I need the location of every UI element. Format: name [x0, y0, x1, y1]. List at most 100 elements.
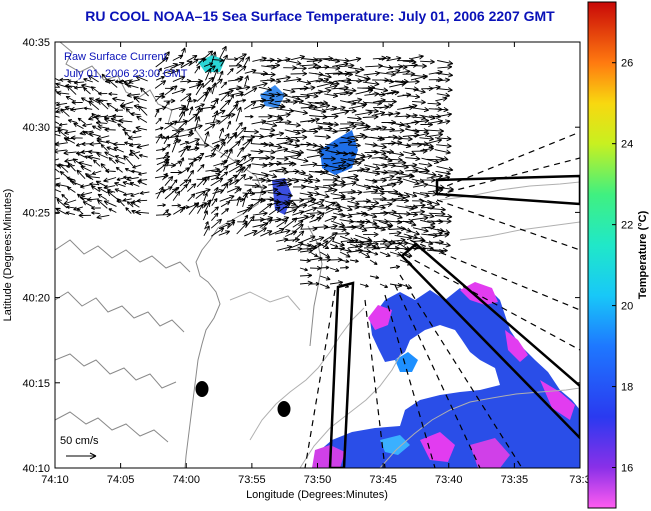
current-vector — [379, 251, 391, 257]
current-vector — [83, 87, 91, 95]
sst-patch-main — [312, 288, 580, 468]
current-vector — [347, 69, 360, 75]
beam-box-south — [328, 281, 355, 468]
current-vector — [340, 180, 357, 186]
current-vector — [103, 177, 117, 183]
current-vector — [282, 217, 298, 230]
current-vector — [162, 186, 173, 193]
current-vector — [389, 282, 403, 288]
current-vector — [105, 168, 116, 174]
current-vector — [394, 69, 411, 75]
current-vector — [370, 144, 387, 150]
current-vector — [170, 130, 181, 138]
current-vector — [427, 128, 445, 134]
current-vector — [178, 105, 186, 117]
current-vector — [234, 173, 247, 185]
current-vector — [274, 147, 289, 153]
current-vector — [379, 98, 397, 105]
current-vector — [171, 179, 178, 187]
current-vector — [314, 212, 325, 222]
current-vector — [178, 111, 186, 123]
current-vector — [284, 161, 297, 167]
current-vector — [426, 173, 444, 179]
current-vector — [307, 77, 324, 83]
current-vector — [137, 180, 147, 186]
current-vector — [220, 159, 228, 166]
current-vector — [179, 179, 189, 187]
current-vector — [100, 143, 108, 152]
current-vector — [348, 142, 361, 148]
current-vector — [59, 77, 70, 82]
current-vector — [73, 122, 84, 129]
current-vector — [203, 225, 210, 237]
current-vector — [179, 131, 194, 137]
current-vector — [437, 228, 451, 235]
current-vector — [268, 131, 285, 137]
current-vector — [106, 146, 117, 152]
current-vector — [426, 132, 444, 138]
current-vector — [73, 85, 84, 90]
current-vector — [258, 155, 276, 161]
current-vector — [291, 242, 304, 249]
current-vector — [96, 138, 108, 144]
x-tick-label: 74:00 — [172, 474, 200, 486]
beam-line-2 — [436, 157, 580, 196]
current-vector — [122, 128, 132, 132]
current-vector — [420, 59, 435, 65]
current-vector — [436, 92, 450, 98]
radar-beam-boxes — [328, 174, 580, 468]
colorbar-tick-label: 24 — [621, 139, 633, 151]
current-vector — [211, 197, 218, 206]
current-vector — [88, 149, 100, 155]
current-vector — [427, 218, 444, 225]
current-vector — [203, 192, 208, 202]
current-vector — [219, 45, 227, 59]
current-vector — [403, 192, 418, 198]
current-vector — [299, 280, 313, 286]
current-vector — [91, 170, 102, 176]
current-vector — [210, 227, 225, 237]
current-vector — [403, 119, 420, 126]
current-vector — [180, 183, 188, 193]
beam-line-7 — [394, 284, 481, 468]
current-vector — [301, 206, 318, 214]
current-vector — [291, 149, 304, 155]
current-vector — [210, 78, 223, 90]
current-vector — [205, 67, 212, 81]
current-vector — [394, 78, 409, 85]
current-vector — [221, 179, 233, 187]
current-vector — [195, 152, 205, 159]
current-vector — [114, 159, 125, 165]
current-vector — [135, 125, 148, 131]
current-vector — [242, 192, 248, 208]
current-vector — [111, 113, 123, 119]
current-vector — [404, 211, 419, 218]
current-vector — [196, 91, 209, 102]
sst-data-layer — [198, 55, 580, 468]
current-vector — [171, 88, 186, 95]
current-vector — [188, 201, 200, 215]
current-vector — [300, 93, 319, 99]
current-vector — [347, 223, 365, 229]
current-vector — [434, 136, 452, 142]
current-vector — [228, 63, 243, 69]
current-vector — [211, 109, 226, 118]
current-vector — [164, 175, 174, 186]
current-vector — [57, 129, 67, 138]
current-vector — [372, 169, 389, 175]
current-vector — [269, 228, 285, 236]
current-vector — [299, 267, 309, 272]
current-vector — [329, 243, 339, 248]
current-vector — [107, 79, 118, 88]
current-vector — [104, 151, 115, 158]
current-vector — [268, 206, 281, 216]
current-vector — [218, 165, 229, 174]
x-tick-label: 73:50 — [304, 474, 332, 486]
current-vector — [55, 82, 68, 88]
current-vector — [395, 198, 410, 204]
current-vector — [219, 99, 231, 111]
current-vector — [228, 140, 241, 151]
colorbar-tick-label: 16 — [621, 463, 633, 475]
current-vector — [55, 182, 69, 188]
current-vector — [308, 198, 325, 207]
